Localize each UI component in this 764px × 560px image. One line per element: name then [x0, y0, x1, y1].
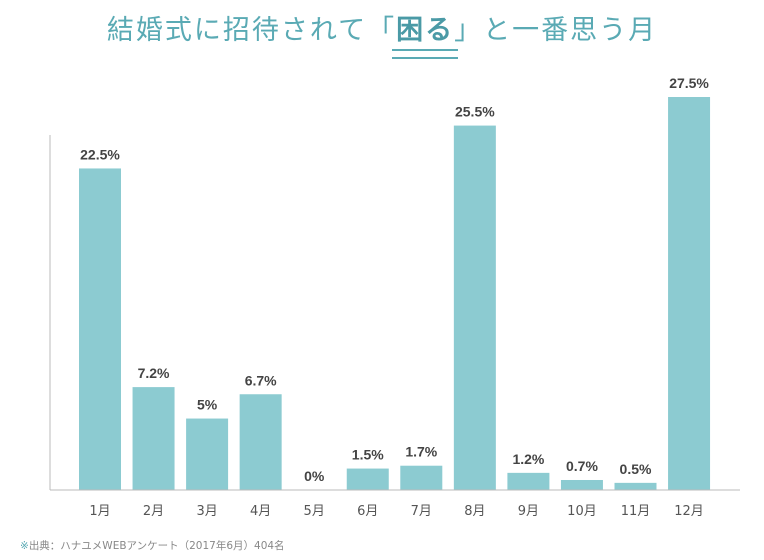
x-tick-label: 4月	[250, 504, 271, 519]
chart-title: 結婚式に招待されて「困る」と一番思う月	[0, 8, 764, 59]
data-label: 6.7%	[245, 372, 277, 388]
data-label: 1.7%	[405, 444, 437, 460]
x-tick-label: 5月	[304, 504, 325, 519]
source-mark: ※	[20, 540, 29, 552]
source-text: 出典：ハナユメWEBアンケート（2017年6月）404名	[28, 540, 285, 552]
x-tick-label: 7月	[411, 504, 432, 519]
data-label: 1.5%	[352, 447, 384, 463]
data-label: 5%	[197, 397, 218, 413]
x-tick-label: 3月	[196, 504, 217, 519]
data-label: 25.5%	[455, 104, 495, 120]
x-tick-label: 2月	[143, 504, 164, 519]
x-tick-label: 10月	[567, 504, 597, 519]
data-label: 1.2%	[512, 451, 544, 467]
data-label: 0%	[304, 468, 325, 484]
x-tick-label: 9月	[518, 504, 539, 519]
title-text-before: 結婚式に招待されて「	[106, 15, 397, 46]
x-tick-label: 1月	[89, 504, 110, 519]
data-label: 22.5%	[80, 146, 120, 162]
bar	[507, 472, 550, 490]
data-label: 7.2%	[138, 365, 170, 381]
bar	[186, 418, 229, 490]
data-label: 0.7%	[566, 458, 598, 474]
data-label: 0.5%	[620, 461, 652, 477]
bar	[79, 168, 121, 491]
x-tick-label: 12月	[674, 504, 704, 519]
bar	[668, 97, 711, 490]
bar	[614, 482, 657, 490]
bar	[346, 468, 389, 490]
bar	[400, 465, 443, 490]
bar	[239, 394, 282, 490]
source-note: ※出典：ハナユメWEBアンケート（2017年6月）404名	[20, 538, 285, 553]
x-tick-label: 11月	[621, 504, 651, 519]
bar	[132, 387, 175, 490]
title-text-after: 」と一番思う月	[454, 15, 658, 46]
data-label: 27.5%	[669, 75, 709, 91]
x-tick-label: 8月	[464, 504, 485, 519]
bar	[560, 479, 603, 490]
bar	[453, 125, 496, 490]
x-tick-label: 6月	[357, 504, 378, 519]
title-emphasis: 困る	[392, 8, 459, 59]
